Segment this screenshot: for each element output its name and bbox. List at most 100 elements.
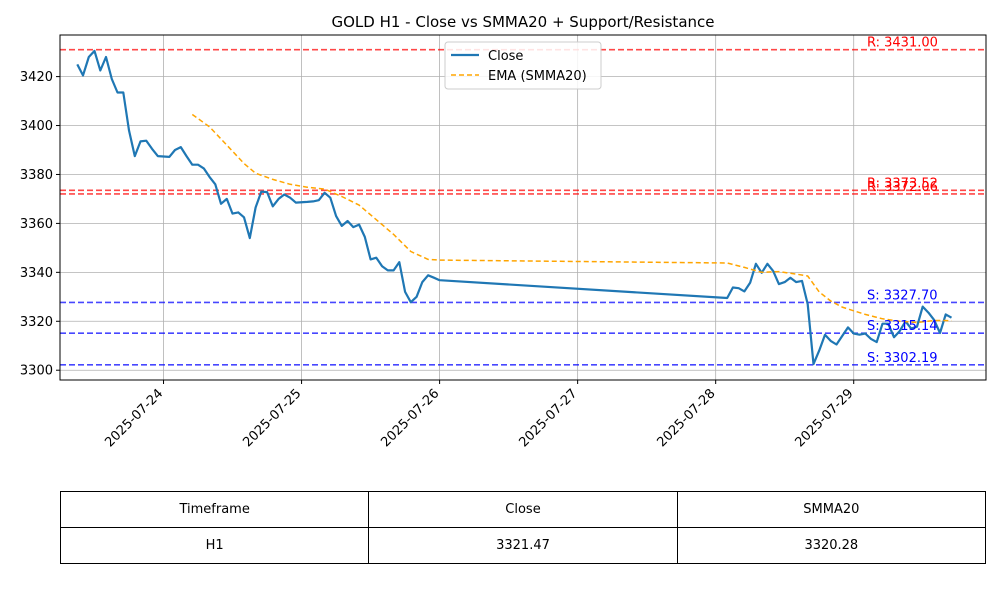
support-label: S: 3327.70: [867, 288, 938, 303]
data-point-close: [410, 301, 412, 303]
data-point-close: [749, 282, 751, 284]
data-point-close: [306, 201, 308, 203]
data-point-ema-smma20: [841, 306, 843, 308]
y-tick-label: 3360: [20, 217, 53, 232]
data-point-close: [255, 207, 257, 209]
table-header-cell: Timeframe: [59, 491, 370, 528]
data-point-close: [847, 326, 849, 328]
data-point-ema-smma20: [243, 163, 245, 165]
table-cell: 3320.28: [676, 527, 987, 564]
data-point-close: [439, 279, 441, 281]
data-point-ema-smma20: [272, 178, 274, 180]
data-point-close: [830, 340, 832, 342]
data-point-close: [767, 263, 769, 265]
data-point-close: [128, 130, 130, 132]
data-point-close: [243, 216, 245, 218]
data-point-close: [939, 332, 941, 334]
summary-table: Timeframe Close SMMA20 H1 3321.47 3320.2…: [59, 491, 987, 564]
resistance-label: R: 3372.06: [867, 180, 938, 195]
x-tick-label: 2025-07-25: [240, 386, 304, 450]
data-point-ema-smma20: [761, 271, 763, 273]
data-point-close: [726, 297, 728, 299]
data-point-close: [433, 277, 435, 279]
data-point-close: [324, 192, 326, 194]
data-point-close: [140, 141, 142, 143]
data-point-close: [105, 56, 107, 58]
data-point-close: [807, 303, 809, 305]
data-point-close: [99, 70, 101, 72]
data-point-close: [404, 291, 406, 293]
data-point-close: [157, 155, 159, 157]
data-point-close: [951, 317, 953, 319]
data-point-close: [784, 281, 786, 283]
data-point-close: [859, 334, 861, 336]
data-point-close: [76, 63, 78, 65]
table-cell: H1: [59, 527, 370, 564]
data-point-close: [841, 335, 843, 337]
level-lines: [60, 48, 986, 366]
table-row: H1 3321.47 3320.28: [59, 527, 987, 564]
data-point-close: [272, 205, 274, 207]
data-point-close: [341, 225, 343, 227]
data-point-close: [122, 92, 124, 94]
data-point-close: [283, 194, 285, 196]
table-header-row: Timeframe Close SMMA20: [59, 491, 987, 528]
y-tick-label: 3340: [20, 266, 53, 281]
data-point-close: [853, 333, 855, 335]
data-point-close: [790, 277, 792, 279]
data-point-close: [278, 198, 280, 200]
data-point-ema-smma20: [289, 183, 291, 185]
data-point-close: [186, 155, 188, 157]
data-point-close: [893, 336, 895, 338]
data-point-close: [151, 148, 153, 150]
data-point-close: [370, 258, 372, 260]
data-point-close: [174, 149, 176, 151]
data-point-close: [266, 191, 268, 193]
data-point-close: [778, 283, 780, 285]
data-point-close: [864, 333, 866, 335]
resistance-label: R: 3431.00: [867, 36, 938, 51]
data-point-ema-smma20: [744, 267, 746, 269]
data-point-close: [289, 197, 291, 199]
axis-layer: 3300 3320 3340 3360 3380 3400 3420 2025-07-24 20…: [20, 70, 857, 450]
data-point-close: [214, 183, 216, 185]
data-point-ema-smma20: [818, 291, 820, 293]
data-point-close: [318, 199, 320, 201]
data-point-close: [744, 291, 746, 293]
data-point-close: [197, 164, 199, 166]
data-point-close: [738, 287, 740, 289]
data-point-close: [180, 146, 182, 148]
data-point-ema-smma20: [191, 114, 193, 116]
data-point-close: [375, 257, 377, 259]
series-line-close: [76, 49, 953, 366]
data-point-close: [335, 215, 337, 217]
data-point-ema-smma20: [726, 262, 728, 264]
data-point-close: [772, 270, 774, 272]
data-point-close: [111, 78, 113, 80]
data-point-ema-smma20: [864, 314, 866, 316]
data-point-close: [928, 312, 930, 314]
data-point-close: [416, 296, 418, 298]
resistance-label: R: 3373.52: [867, 176, 938, 191]
data-point-close: [145, 140, 147, 142]
data-point-ema-smma20: [255, 172, 257, 174]
support-label: S: 3302.19: [867, 351, 938, 366]
legend-box: [444, 41, 602, 90]
data-point-close: [818, 350, 820, 352]
data-point-close: [824, 334, 826, 336]
data-point-close: [427, 274, 429, 276]
y-tick-label: 3400: [20, 119, 53, 134]
grid-layer: [60, 35, 986, 380]
data-point-close: [312, 200, 314, 202]
data-point-close: [393, 269, 395, 271]
series-layer: [76, 49, 953, 366]
data-point-close: [329, 197, 331, 199]
data-point-ema-smma20: [226, 144, 228, 146]
data-point-close: [88, 56, 90, 58]
data-point-ema-smma20: [410, 251, 412, 253]
data-point-close: [260, 191, 262, 193]
x-tick-label: 2025-07-24: [102, 386, 166, 450]
data-point-close: [870, 338, 872, 340]
data-point-close: [381, 265, 383, 267]
